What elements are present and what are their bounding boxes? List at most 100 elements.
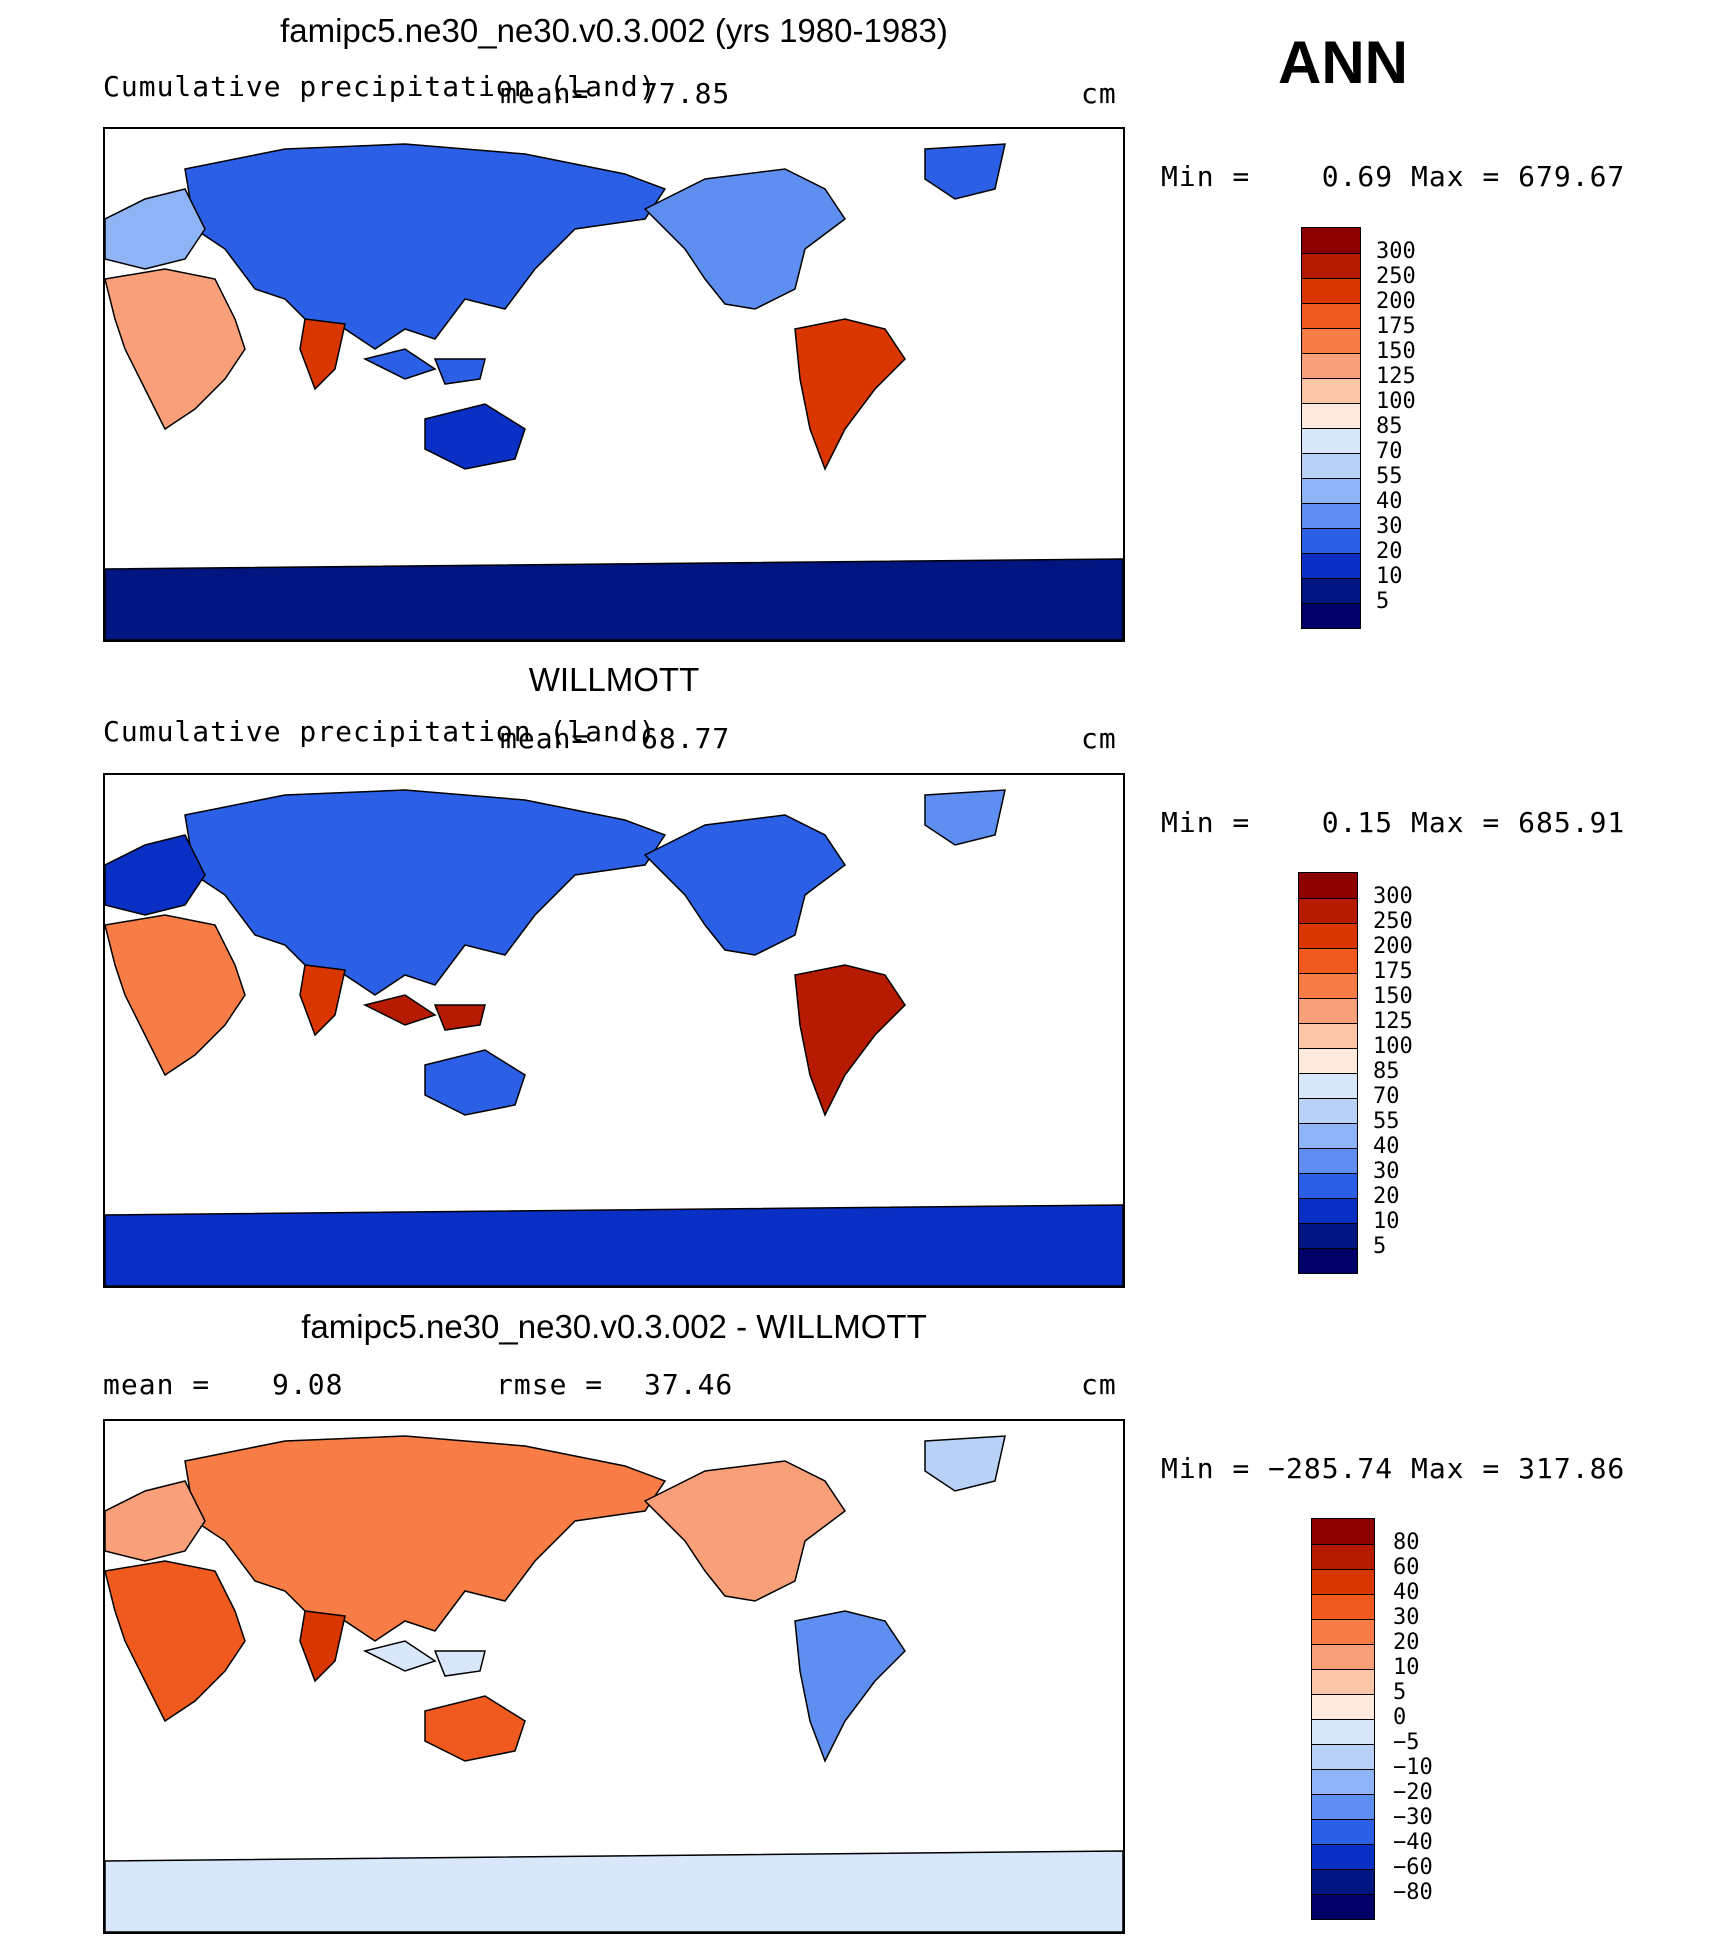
colorbar-swatch xyxy=(1302,253,1360,278)
colorbar-tick-label: 150 xyxy=(1373,984,1413,1009)
land-region xyxy=(362,1640,486,1677)
land-region xyxy=(924,143,1006,200)
colorbar-tick-label: 70 xyxy=(1376,439,1403,464)
colorbar-tick-label: 250 xyxy=(1376,264,1416,289)
colorbar-swatch xyxy=(1312,1569,1374,1594)
panel3-map xyxy=(103,1419,1125,1934)
colorbar-swatch xyxy=(1302,378,1360,403)
colorbar-tick-label: 10 xyxy=(1373,1209,1400,1234)
colorbar-tick-label: 40 xyxy=(1373,1134,1400,1159)
colorbar-swatch xyxy=(1312,1719,1374,1744)
panel1-mean-value: 77.85 xyxy=(641,77,731,110)
colorbar-tick-label: 100 xyxy=(1373,1034,1413,1059)
colorbar-swatch xyxy=(1302,303,1360,328)
colorbar-swatch xyxy=(1312,1819,1374,1844)
colorbar-swatch xyxy=(1312,1644,1374,1669)
colorbar-swatch xyxy=(1302,603,1360,628)
colorbar-tick-label: 40 xyxy=(1376,489,1403,514)
colorbar-swatch xyxy=(1302,528,1360,553)
colorbar-tick-label: −20 xyxy=(1393,1780,1433,1805)
panel2-title: WILLMOTT xyxy=(528,661,700,698)
colorbar-swatch xyxy=(1302,428,1360,453)
colorbar-tick-label: 30 xyxy=(1393,1605,1420,1630)
land-region xyxy=(643,168,847,310)
colorbar-tick-label: 10 xyxy=(1376,564,1403,589)
land-region xyxy=(794,318,906,471)
colorbar-tick-label: 125 xyxy=(1373,1009,1413,1034)
panel1-title: famipc5.ne30_ne30.v0.3.002 (yrs 1980-198… xyxy=(280,12,948,49)
panel2-mean-value: 68.77 xyxy=(641,722,731,755)
colorbar-tick-label: −80 xyxy=(1393,1880,1433,1905)
panel3-title: famipc5.ne30_ne30.v0.3.002 - WILLMOTT xyxy=(301,1308,927,1345)
colorbar-swatch xyxy=(1299,973,1357,998)
colorbar-swatch xyxy=(1312,1869,1374,1894)
panel2-min-max: Min = 0.15 Max = 685.91 xyxy=(1161,806,1626,839)
land-region xyxy=(105,268,246,431)
colorbar-swatch xyxy=(1299,1048,1357,1073)
land-region xyxy=(299,964,346,1037)
colorbar-tick-label: 5 xyxy=(1376,589,1390,614)
land-region xyxy=(105,1204,1123,1286)
colorbar-tick-label: 30 xyxy=(1376,514,1403,539)
panel3-mean-value: 9.08 xyxy=(272,1368,344,1401)
colorbar-swatch xyxy=(1302,353,1360,378)
land-region xyxy=(105,188,206,270)
panel3-mean-label: mean = xyxy=(103,1368,211,1401)
colorbar-swatch xyxy=(1312,1894,1374,1919)
colorbar-swatch xyxy=(1299,1123,1357,1148)
colorbar-tick-label: 250 xyxy=(1373,909,1413,934)
colorbar-tick-label: 85 xyxy=(1373,1059,1400,1084)
colorbar-tick-label: 200 xyxy=(1376,289,1416,314)
land-region xyxy=(299,318,346,391)
panel1-colorbar xyxy=(1301,227,1361,629)
colorbar-swatch xyxy=(1299,1148,1357,1173)
colorbar-swatch xyxy=(1299,1198,1357,1223)
colorbar-swatch xyxy=(1302,328,1360,353)
colorbar-tick-label: 100 xyxy=(1376,389,1416,414)
colorbar-tick-label: 5 xyxy=(1373,1234,1387,1259)
panel3-rmse-value: 37.46 xyxy=(644,1368,734,1401)
land-region xyxy=(105,834,206,916)
colorbar-tick-label: 40 xyxy=(1393,1580,1420,1605)
panel2-map xyxy=(103,773,1125,1288)
colorbar-swatch xyxy=(1302,278,1360,303)
panel3-rmse-label: rmse = xyxy=(496,1368,604,1401)
land-region xyxy=(424,1695,526,1762)
panel3-min-max: Min = −285.74 Max = 317.86 xyxy=(1161,1452,1626,1485)
colorbar-swatch xyxy=(1302,403,1360,428)
colorbar-swatch xyxy=(1312,1744,1374,1769)
colorbar-swatch xyxy=(1299,1098,1357,1123)
colorbar-swatch xyxy=(1302,478,1360,503)
colorbar-swatch xyxy=(1299,1173,1357,1198)
land-region xyxy=(184,1435,667,1642)
colorbar-swatch xyxy=(1312,1844,1374,1869)
land-region xyxy=(184,789,667,996)
colorbar-tick-label: 80 xyxy=(1393,1530,1420,1555)
land-region xyxy=(794,1610,906,1763)
colorbar-swatch xyxy=(1312,1694,1374,1719)
colorbar-swatch xyxy=(1302,553,1360,578)
colorbar-tick-label: 20 xyxy=(1393,1630,1420,1655)
panel1-variable-label: Cumulative precipitation (land) xyxy=(103,70,657,103)
colorbar-swatch xyxy=(1312,1669,1374,1694)
season-label: ANN xyxy=(1278,29,1408,96)
colorbar-tick-label: 175 xyxy=(1376,314,1416,339)
land-region xyxy=(184,143,667,350)
panel2-mean-label: mean= xyxy=(500,722,590,755)
land-region xyxy=(105,558,1123,640)
colorbar-tick-label: −30 xyxy=(1393,1805,1433,1830)
land-region xyxy=(362,994,486,1031)
colorbar-tick-label: 300 xyxy=(1376,239,1416,264)
colorbar-swatch xyxy=(1302,578,1360,603)
colorbar-swatch xyxy=(1299,1223,1357,1248)
colorbar-swatch xyxy=(1299,1248,1357,1273)
colorbar-tick-label: 70 xyxy=(1373,1084,1400,1109)
colorbar-swatch xyxy=(1302,503,1360,528)
land-region xyxy=(924,789,1006,846)
panel3-units: cm xyxy=(1081,1368,1117,1401)
colorbar-swatch xyxy=(1312,1794,1374,1819)
panel2-variable-label: Cumulative precipitation (land) xyxy=(103,715,657,748)
panel1-mean-label: mean= xyxy=(500,77,590,110)
colorbar-swatch xyxy=(1312,1619,1374,1644)
colorbar-tick-label: −5 xyxy=(1393,1730,1420,1755)
